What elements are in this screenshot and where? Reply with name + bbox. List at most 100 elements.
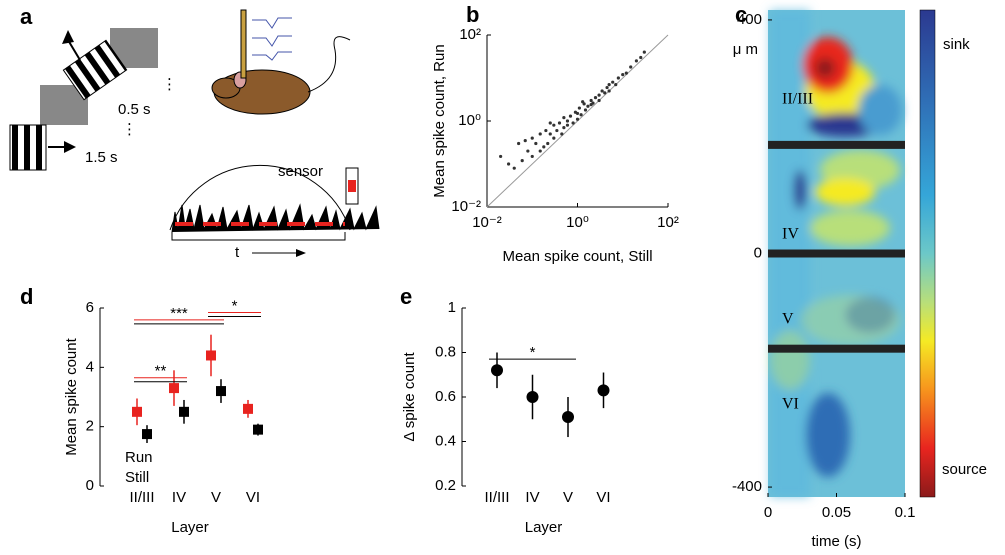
y-tick-label: 10² xyxy=(459,26,481,43)
marker xyxy=(179,406,189,417)
y-tick-label: 0.2 xyxy=(435,477,456,494)
identity-line xyxy=(486,34,669,208)
y-tick-label: 400 xyxy=(737,11,762,28)
y-tick-label: 10⁰ xyxy=(458,112,481,129)
point xyxy=(593,96,598,100)
point xyxy=(589,98,593,103)
x-tick-label: 0.1 xyxy=(895,504,916,521)
point xyxy=(538,149,542,153)
point xyxy=(548,121,552,125)
point xyxy=(605,85,609,90)
point xyxy=(548,132,552,136)
y-tick-label: 2 xyxy=(86,418,94,435)
point xyxy=(634,59,638,63)
point xyxy=(583,108,588,112)
point xyxy=(562,115,566,120)
x-tick-label: 0 xyxy=(764,504,772,521)
svg-text:⋮: ⋮ xyxy=(122,121,137,138)
point xyxy=(544,128,548,133)
point xyxy=(616,76,620,80)
svg-text:⋮: ⋮ xyxy=(162,76,177,93)
legend-label: Run xyxy=(125,449,153,466)
point xyxy=(512,166,516,170)
y-tick-label: 0.8 xyxy=(435,343,456,360)
colorbar-label: sink xyxy=(943,36,970,53)
marker xyxy=(491,364,503,377)
y-tick-label: -400 xyxy=(732,478,762,495)
x-tick-label: VI xyxy=(596,489,610,506)
layer-boundary xyxy=(768,140,905,149)
marker xyxy=(597,384,610,397)
x-tick-label: V xyxy=(211,489,221,506)
panel-label: b xyxy=(466,2,479,27)
point xyxy=(624,71,628,75)
point xyxy=(575,117,580,121)
marker xyxy=(169,383,179,394)
panel-label: c xyxy=(735,2,747,27)
point xyxy=(530,136,534,140)
marker xyxy=(243,403,253,414)
panel-label: e xyxy=(400,284,412,309)
stimulus-illustration: ⋮⋮ xyxy=(9,9,380,257)
point xyxy=(579,113,583,117)
x-tick-label: 10⁰ xyxy=(566,214,589,231)
panel-label: a xyxy=(20,4,33,29)
x-tick-label: 0.05 xyxy=(822,504,851,521)
layer-label: V xyxy=(782,311,794,328)
point xyxy=(568,114,573,118)
point xyxy=(586,104,590,108)
significance-label: * xyxy=(232,297,238,314)
marker xyxy=(526,391,539,403)
point xyxy=(499,154,503,159)
point xyxy=(530,154,534,159)
x-tick-label: IV xyxy=(525,489,539,506)
x-tick-label: V xyxy=(563,489,573,506)
point xyxy=(523,139,527,143)
marker xyxy=(206,350,216,361)
point xyxy=(597,93,601,97)
point xyxy=(520,158,524,163)
x-axis-label: Layer xyxy=(171,519,209,536)
point xyxy=(560,132,564,136)
point xyxy=(562,126,566,130)
point xyxy=(552,123,556,127)
y-tick-label: 0.4 xyxy=(435,432,456,449)
interval-label: 0.5 s xyxy=(118,101,151,118)
point xyxy=(603,91,607,95)
y-tick-label: 0.6 xyxy=(435,388,456,405)
point xyxy=(597,98,601,103)
marker xyxy=(142,429,152,440)
point xyxy=(591,101,595,105)
point xyxy=(517,141,521,146)
x-tick-label: VI xyxy=(246,489,260,506)
point xyxy=(581,100,585,104)
marker xyxy=(253,424,263,435)
y-tick-label: 4 xyxy=(86,358,94,375)
point xyxy=(538,132,542,136)
y-axis-label: Mean spike count, Run xyxy=(431,44,448,197)
point xyxy=(607,83,611,87)
point xyxy=(565,123,570,127)
point xyxy=(555,128,559,133)
point xyxy=(557,121,562,125)
y-tick-label: 1 xyxy=(448,299,456,316)
y-tick-label: 0 xyxy=(86,477,94,494)
point xyxy=(639,55,643,60)
point xyxy=(571,121,575,125)
layer-label: II/III xyxy=(782,91,813,108)
layer-boundary xyxy=(768,344,905,353)
sensor-label: sensor xyxy=(278,163,323,180)
point xyxy=(642,50,646,54)
panel-label: d xyxy=(20,284,33,309)
layer-boundary xyxy=(768,249,905,258)
marker xyxy=(562,411,574,424)
y-axis-label: Mean spike count xyxy=(63,337,80,455)
x-axis-label: time (s) xyxy=(812,533,862,550)
point xyxy=(534,141,538,146)
point xyxy=(552,136,556,140)
y-axis-label: μ m xyxy=(733,41,758,58)
point xyxy=(542,145,546,149)
time-label: t xyxy=(235,244,240,261)
y-tick-label: 0 xyxy=(754,244,762,261)
